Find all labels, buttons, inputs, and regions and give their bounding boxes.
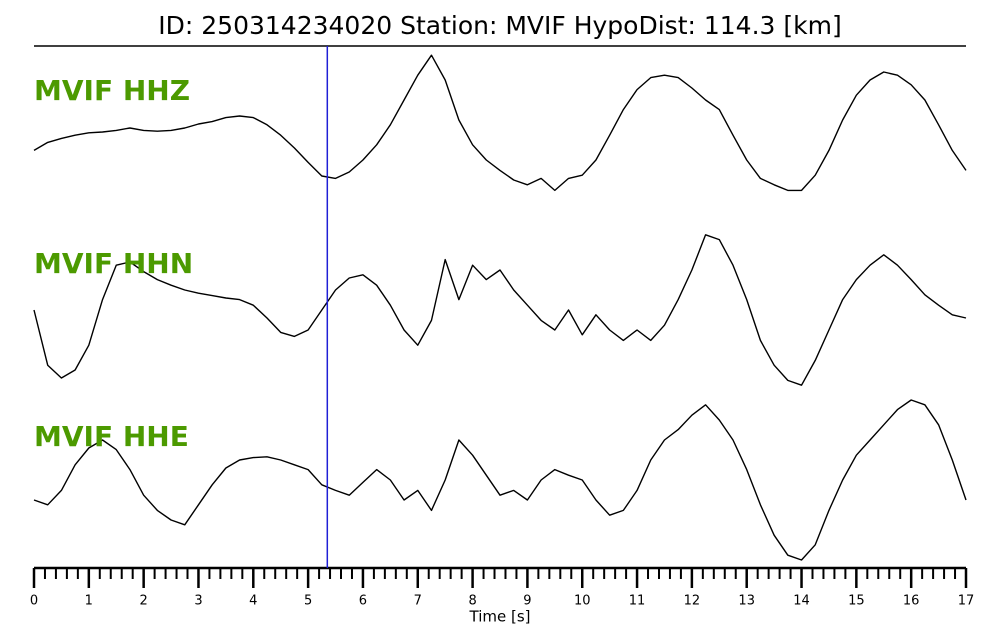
x-tick-label: 12: [684, 594, 701, 609]
x-tick-label: 6: [359, 594, 367, 609]
waveform: [33, 234, 967, 386]
waveform: [33, 399, 967, 561]
x-tick-label: 7: [414, 594, 422, 609]
x-tick-label: 4: [249, 594, 257, 609]
x-tick-label: 10: [574, 594, 591, 609]
trace-label: MVIF HHN: [34, 247, 193, 280]
x-tick-label: 14: [793, 594, 810, 609]
x-tick-label: 8: [468, 594, 476, 609]
x-tick-label: 9: [523, 594, 531, 609]
x-tick-label: 0: [30, 594, 38, 609]
x-tick-label: 1: [85, 594, 93, 609]
waveform: [33, 54, 967, 192]
trace-label: MVIF HHE: [34, 420, 189, 453]
x-tick-label: 15: [848, 594, 865, 609]
x-tick-label: 16: [903, 594, 920, 609]
x-tick-label: 17: [958, 594, 975, 609]
trace-label: MVIF HHZ: [34, 74, 190, 107]
x-tick-label: 2: [140, 594, 148, 609]
x-tick-label: 3: [194, 594, 202, 609]
chart-title: ID: 250314234020 Station: MVIF HypoDist:…: [158, 11, 841, 40]
x-tick-label: 5: [304, 594, 312, 609]
x-tick-label: 13: [738, 594, 755, 609]
x-axis-label: Time [s]: [469, 608, 531, 626]
x-tick-label: 11: [629, 594, 646, 609]
